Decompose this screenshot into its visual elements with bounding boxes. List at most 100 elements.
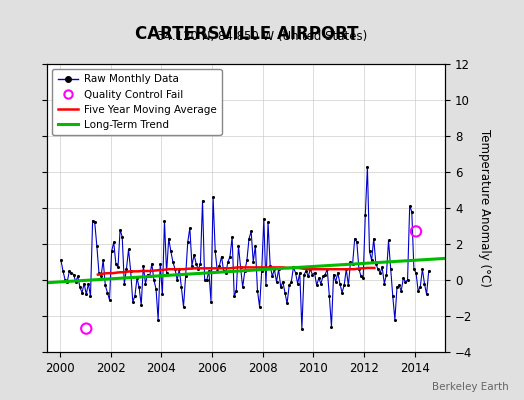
- Point: [266, 262, 275, 269]
- Point: [69, 271, 78, 278]
- Point: [359, 275, 367, 282]
- Point: [80, 280, 89, 287]
- Point: [76, 284, 84, 290]
- Point: [351, 235, 359, 242]
- Point: [165, 235, 173, 242]
- Point: [408, 208, 416, 215]
- Point: [395, 282, 403, 289]
- Point: [162, 270, 171, 276]
- Point: [160, 218, 169, 224]
- Point: [378, 264, 386, 270]
- Point: [249, 259, 257, 265]
- Point: [296, 270, 304, 276]
- Point: [103, 290, 112, 296]
- Point: [101, 282, 110, 289]
- Point: [391, 316, 399, 323]
- Point: [139, 262, 148, 269]
- Point: [217, 254, 226, 260]
- Point: [323, 266, 332, 272]
- Point: [399, 275, 408, 282]
- Point: [230, 293, 238, 299]
- Point: [357, 273, 365, 280]
- Point: [406, 203, 414, 210]
- Point: [310, 270, 319, 276]
- Point: [353, 239, 361, 245]
- Point: [86, 293, 95, 299]
- Point: [91, 219, 99, 226]
- Point: [247, 228, 255, 234]
- Text: 34.120 N, 84.850 W (United States): 34.120 N, 84.850 W (United States): [157, 30, 367, 43]
- Point: [384, 237, 392, 244]
- Point: [336, 280, 344, 287]
- Point: [118, 234, 126, 240]
- Point: [188, 262, 196, 269]
- Point: [99, 257, 107, 263]
- Point: [63, 278, 71, 285]
- Point: [73, 273, 82, 280]
- Point: [420, 280, 429, 287]
- Point: [418, 266, 427, 272]
- Point: [238, 284, 247, 290]
- Point: [270, 266, 279, 272]
- Point: [232, 288, 241, 294]
- Point: [71, 278, 80, 285]
- Point: [316, 280, 325, 287]
- Point: [228, 234, 236, 240]
- Point: [243, 257, 251, 263]
- Point: [264, 219, 272, 226]
- Y-axis label: Temperature Anomaly (°C): Temperature Anomaly (°C): [478, 129, 491, 287]
- Point: [130, 293, 139, 299]
- Point: [397, 288, 406, 294]
- Point: [171, 266, 179, 272]
- Point: [179, 304, 188, 310]
- Point: [283, 300, 291, 306]
- Point: [291, 270, 300, 276]
- Point: [382, 271, 390, 278]
- Point: [150, 277, 158, 283]
- Point: [61, 277, 69, 283]
- Point: [158, 291, 167, 298]
- Point: [211, 248, 220, 254]
- Point: [387, 266, 395, 272]
- Point: [220, 268, 228, 274]
- Point: [312, 282, 321, 289]
- Point: [334, 270, 342, 276]
- Point: [215, 262, 224, 269]
- Point: [122, 266, 130, 272]
- Point: [342, 266, 351, 272]
- Point: [304, 273, 312, 280]
- Point: [412, 228, 420, 234]
- Point: [262, 282, 270, 289]
- Point: [124, 246, 133, 253]
- Point: [192, 261, 200, 267]
- Point: [222, 270, 230, 276]
- Point: [306, 266, 314, 272]
- Point: [201, 277, 209, 283]
- Point: [289, 264, 298, 270]
- Point: [330, 271, 338, 278]
- Point: [183, 239, 192, 245]
- Point: [65, 268, 73, 274]
- Point: [355, 266, 363, 272]
- Point: [169, 259, 177, 265]
- Point: [328, 324, 336, 330]
- Point: [190, 252, 198, 258]
- Point: [133, 275, 141, 282]
- Point: [156, 261, 165, 267]
- Point: [78, 290, 86, 296]
- Point: [393, 284, 401, 290]
- Point: [97, 273, 105, 280]
- Point: [416, 284, 424, 290]
- Point: [137, 302, 145, 308]
- Point: [194, 266, 202, 272]
- Point: [412, 270, 420, 276]
- Point: [84, 280, 93, 287]
- Point: [154, 316, 162, 323]
- Point: [112, 261, 120, 267]
- Point: [325, 293, 334, 299]
- Point: [319, 273, 327, 280]
- Point: [141, 280, 150, 287]
- Point: [346, 259, 355, 265]
- Point: [414, 288, 422, 294]
- Point: [338, 290, 346, 296]
